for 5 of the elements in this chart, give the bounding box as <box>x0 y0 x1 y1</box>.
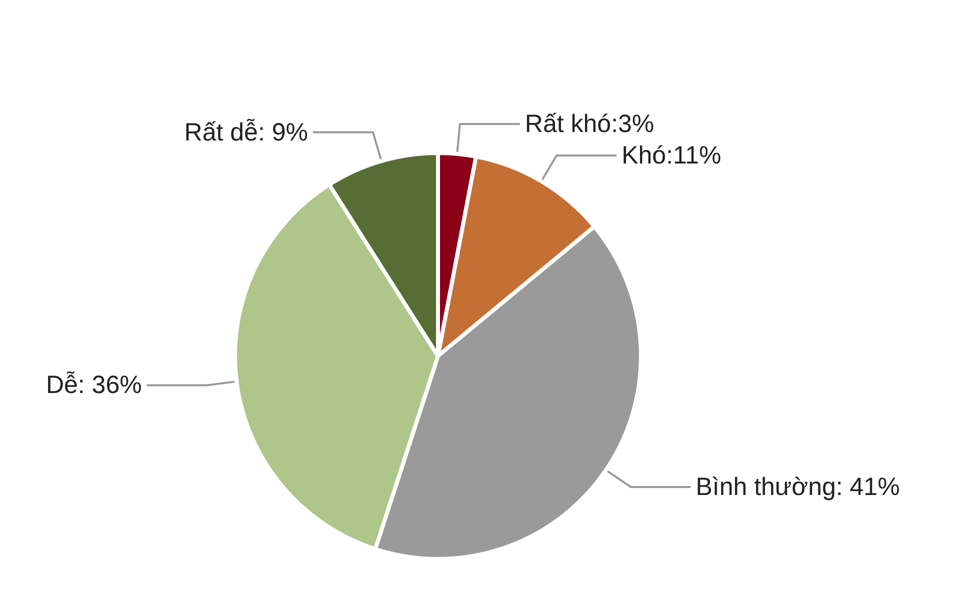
slice-label: Rất dễ: 9% <box>184 118 308 146</box>
slice-label: Rất khó:3% <box>524 110 654 138</box>
slice-label: Bình thường: 41% <box>696 472 900 501</box>
slice-label: Dễ: 36% <box>46 371 142 400</box>
slice-label: Khó:11% <box>622 141 722 170</box>
